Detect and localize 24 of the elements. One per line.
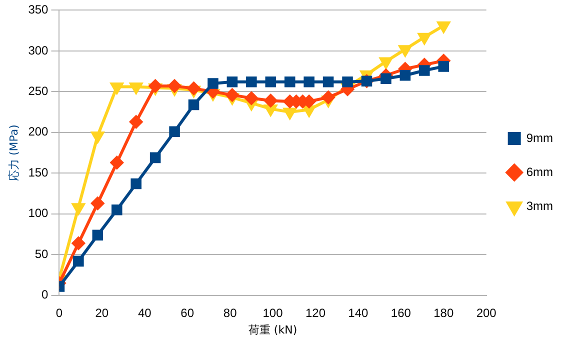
x-axis-title: 荷重 (kN) [248, 323, 298, 336]
x-tick-label: 80 [223, 306, 238, 320]
legend-label: 3mm [526, 198, 554, 213]
x-tick-label: 140 [348, 306, 369, 320]
x-tick-label: 40 [138, 306, 152, 320]
y-tick-label: 150 [28, 165, 49, 180]
x-tick-label: 200 [476, 306, 497, 320]
x-tick-label: 120 [305, 306, 326, 320]
x-tick-label: 0 [56, 306, 63, 320]
y-axis-title: 応力 (MPa) [7, 124, 20, 182]
y-tick-label: 350 [28, 2, 49, 17]
y-tick-label: 100 [28, 206, 49, 220]
y-tick-label: 200 [28, 124, 49, 139]
y-tick-label: 50 [34, 246, 49, 261]
x-tick-label: 160 [390, 306, 412, 320]
x-tick-label: 20 [95, 306, 109, 320]
y-tick-label: 0 [42, 288, 49, 302]
x-tick-label: 180 [434, 306, 454, 320]
legend-label: 9mm [526, 130, 554, 145]
x-tick-label: 100 [262, 306, 284, 320]
y-tick-label: 250 [28, 84, 49, 98]
y-tick-label: 300 [28, 43, 49, 58]
legend-label: 6mm [526, 164, 554, 179]
x-tick-label: 60 [180, 306, 194, 320]
